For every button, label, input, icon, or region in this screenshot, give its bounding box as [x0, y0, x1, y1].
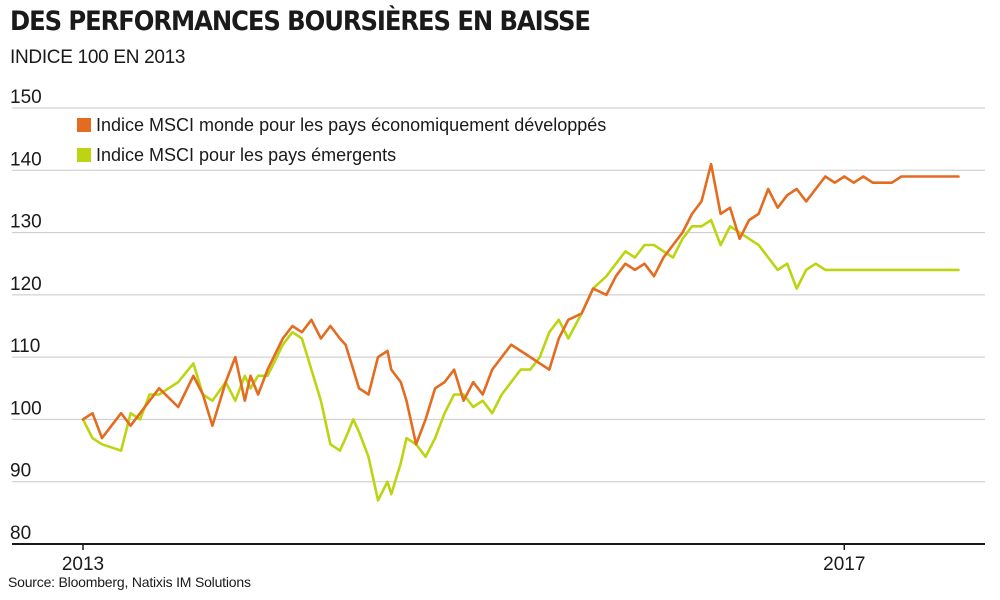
y-axis-ticks: 80 90 100 110 120 130 140 150	[10, 87, 42, 544]
y-tick-label: 110	[10, 336, 40, 357]
grid-lines	[12, 107, 985, 483]
x-tick-label: 2013	[62, 554, 104, 575]
legend-label-developed: Indice MSCI monde pour les pays économiq…	[96, 115, 606, 135]
y-tick-label: 120	[10, 274, 42, 295]
legend-swatch-developed	[77, 118, 91, 132]
chart-title: DES PERFORMANCES BOURSIÈRES EN BAISSE	[10, 6, 591, 37]
x-axis: 2013 2017	[12, 543, 985, 575]
y-tick-label: 90	[10, 461, 31, 482]
y-tick-label: 80	[10, 523, 31, 544]
chart-subtitle: INDICE 100 EN 2013	[10, 47, 186, 68]
x-tick-label: 2017	[823, 554, 865, 575]
series-line-developed	[81, 162, 960, 446]
source-note: Source: Bloomberg, Natixis IM Solutions	[8, 574, 251, 590]
legend-swatch-emerging	[77, 148, 91, 162]
y-tick-label: 130	[10, 212, 42, 233]
y-tick-label: 150	[10, 87, 42, 108]
series-lines	[81, 162, 960, 502]
series-line-emerging	[81, 218, 960, 502]
legend: Indice MSCI monde pour les pays économiq…	[77, 115, 606, 165]
y-tick-label: 140	[10, 149, 42, 170]
legend-label-emerging: Indice MSCI pour les pays émergents	[96, 145, 396, 165]
y-tick-label: 100	[10, 398, 42, 419]
